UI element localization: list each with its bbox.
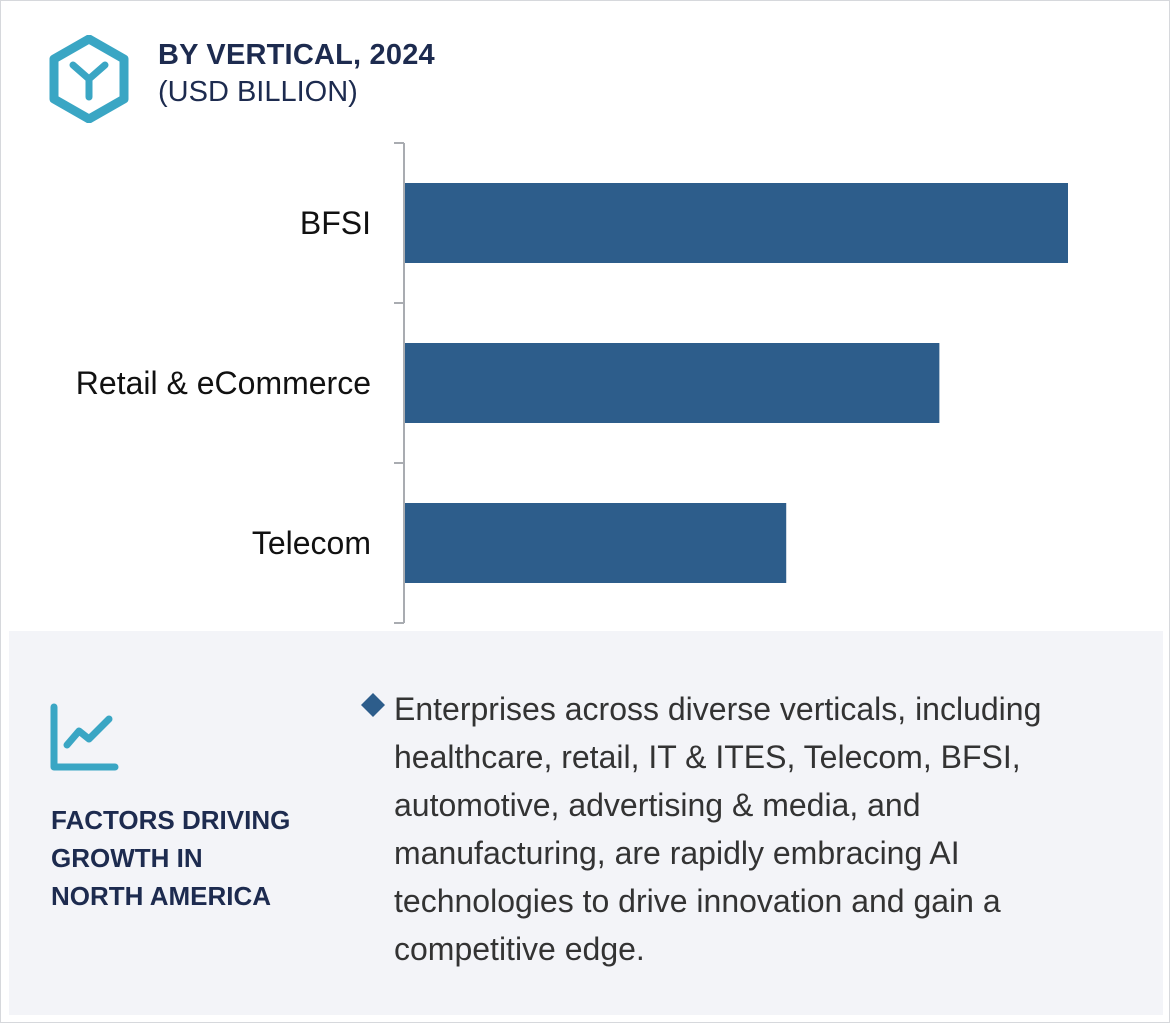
panel-heading-line: NORTH AMERICA — [51, 881, 272, 911]
chart-subtitle: (USD BILLION) — [158, 76, 358, 108]
category-label: BFSI — [300, 205, 371, 241]
panel-heading-line: FACTORS DRIVING — [51, 805, 291, 835]
bar-bfsi — [405, 183, 1068, 263]
panel-heading-line: GROWTH IN — [51, 843, 203, 873]
growth-chart-icon — [50, 703, 119, 771]
bar-telecom — [405, 503, 787, 583]
growth-factors-panel: FACTORS DRIVING GROWTH IN NORTH AMERICA … — [9, 631, 1163, 1015]
diamond-bullet-icon — [361, 693, 385, 717]
panel-description: Enterprises across diverse verticals, in… — [394, 691, 1042, 967]
bar-retail-ecommerce — [405, 343, 940, 423]
chart-title: BY VERTICAL, 2024 — [158, 39, 435, 71]
hexagon-y-icon — [49, 35, 129, 123]
panel-heading: FACTORS DRIVING GROWTH IN NORTH AMERICA — [51, 801, 341, 915]
bar-chart: BFSI Retail & eCommerce Telecom — [76, 142, 1068, 624]
category-label: Retail & eCommerce — [76, 365, 371, 401]
category-label: Telecom — [252, 525, 371, 561]
